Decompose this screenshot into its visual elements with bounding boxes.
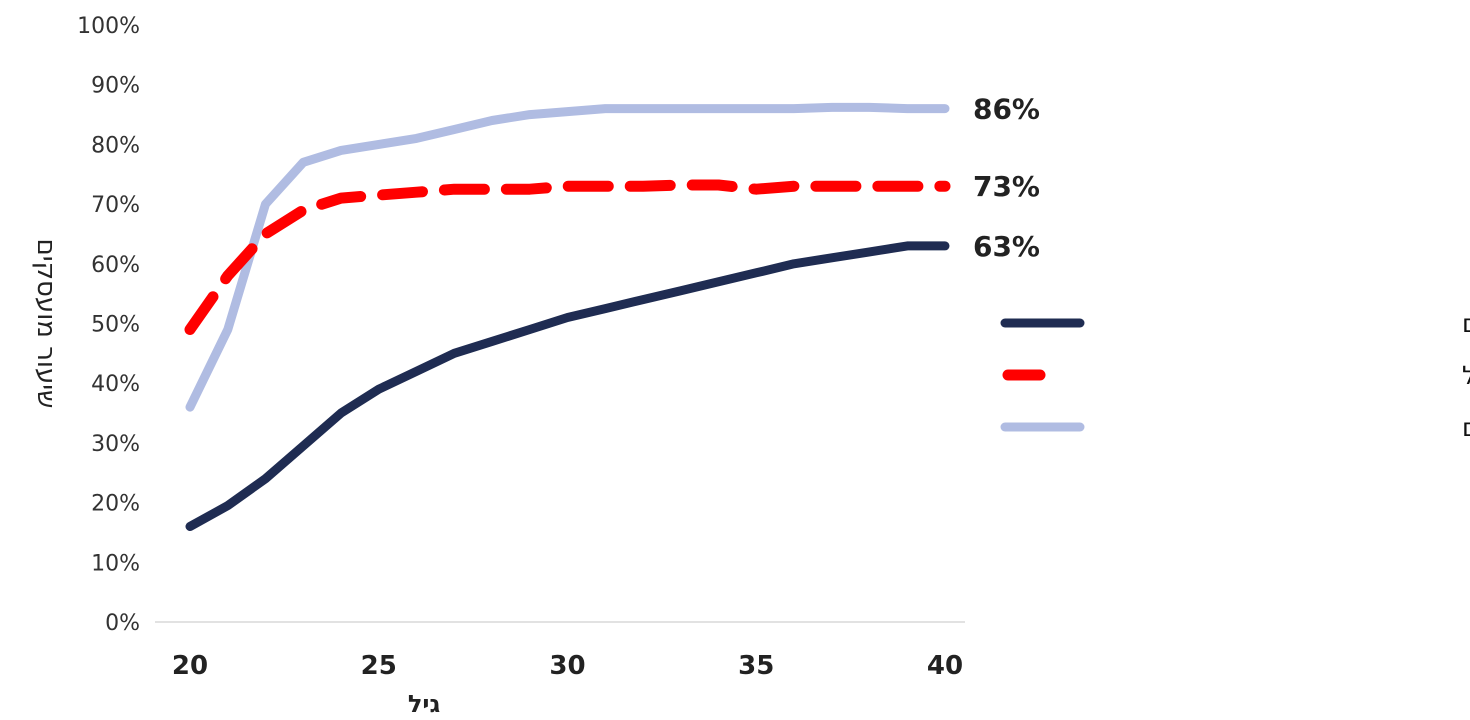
y-tick-label: 70% xyxy=(91,193,140,218)
y-tick-label: 100% xyxy=(77,14,140,39)
y-tick-label: 10% xyxy=(91,551,140,576)
y-tick-label: 30% xyxy=(91,432,140,457)
x-axis-title: גיל xyxy=(408,690,441,718)
y-tick-label: 60% xyxy=(91,253,140,278)
legend-label: הממשיכים לישיבות/כוללים xyxy=(1462,309,1470,338)
series-line-3 xyxy=(185,241,950,531)
legend-label: ללא ישיבה/כולל xyxy=(1462,361,1470,390)
y-tick-label: 0% xyxy=(105,611,140,636)
x-axis-ticks: 20 25 30 35 40 xyxy=(172,651,963,681)
y-tick-label: 90% xyxy=(91,74,140,99)
y-axis-ticks: 0% 10% 20% 30% 40% 50% 60% 70% 80% 90% 100% xyxy=(77,14,140,636)
end-label: 73% xyxy=(973,170,1040,203)
y-tick-label: 80% xyxy=(91,133,140,158)
y-tick-label: 50% xyxy=(91,313,140,338)
series-lines xyxy=(184,102,951,531)
series-line-2 xyxy=(184,179,951,335)
end-labels: 86% 73% 63% xyxy=(973,93,1040,263)
end-label: 63% xyxy=(973,230,1040,263)
y-axis-title: שיעור מועסקים xyxy=(31,239,61,409)
y-tick-label: 40% xyxy=(91,372,140,397)
series-line-1 xyxy=(185,102,950,412)
x-tick-label: 25 xyxy=(361,651,397,681)
y-tick-label: 20% xyxy=(91,492,140,517)
x-tick-label: 20 xyxy=(172,651,208,681)
x-tick-label: 40 xyxy=(927,651,963,681)
end-label: 86% xyxy=(973,93,1040,126)
x-tick-label: 30 xyxy=(549,651,585,681)
legend-label: גברים יהודים שאינם חרדים xyxy=(1462,413,1470,442)
legend: הממשיכים לישיבות/כוללים ללא ישיבה/כולל גבר… xyxy=(1000,309,1470,442)
x-tick-label: 35 xyxy=(738,651,774,681)
